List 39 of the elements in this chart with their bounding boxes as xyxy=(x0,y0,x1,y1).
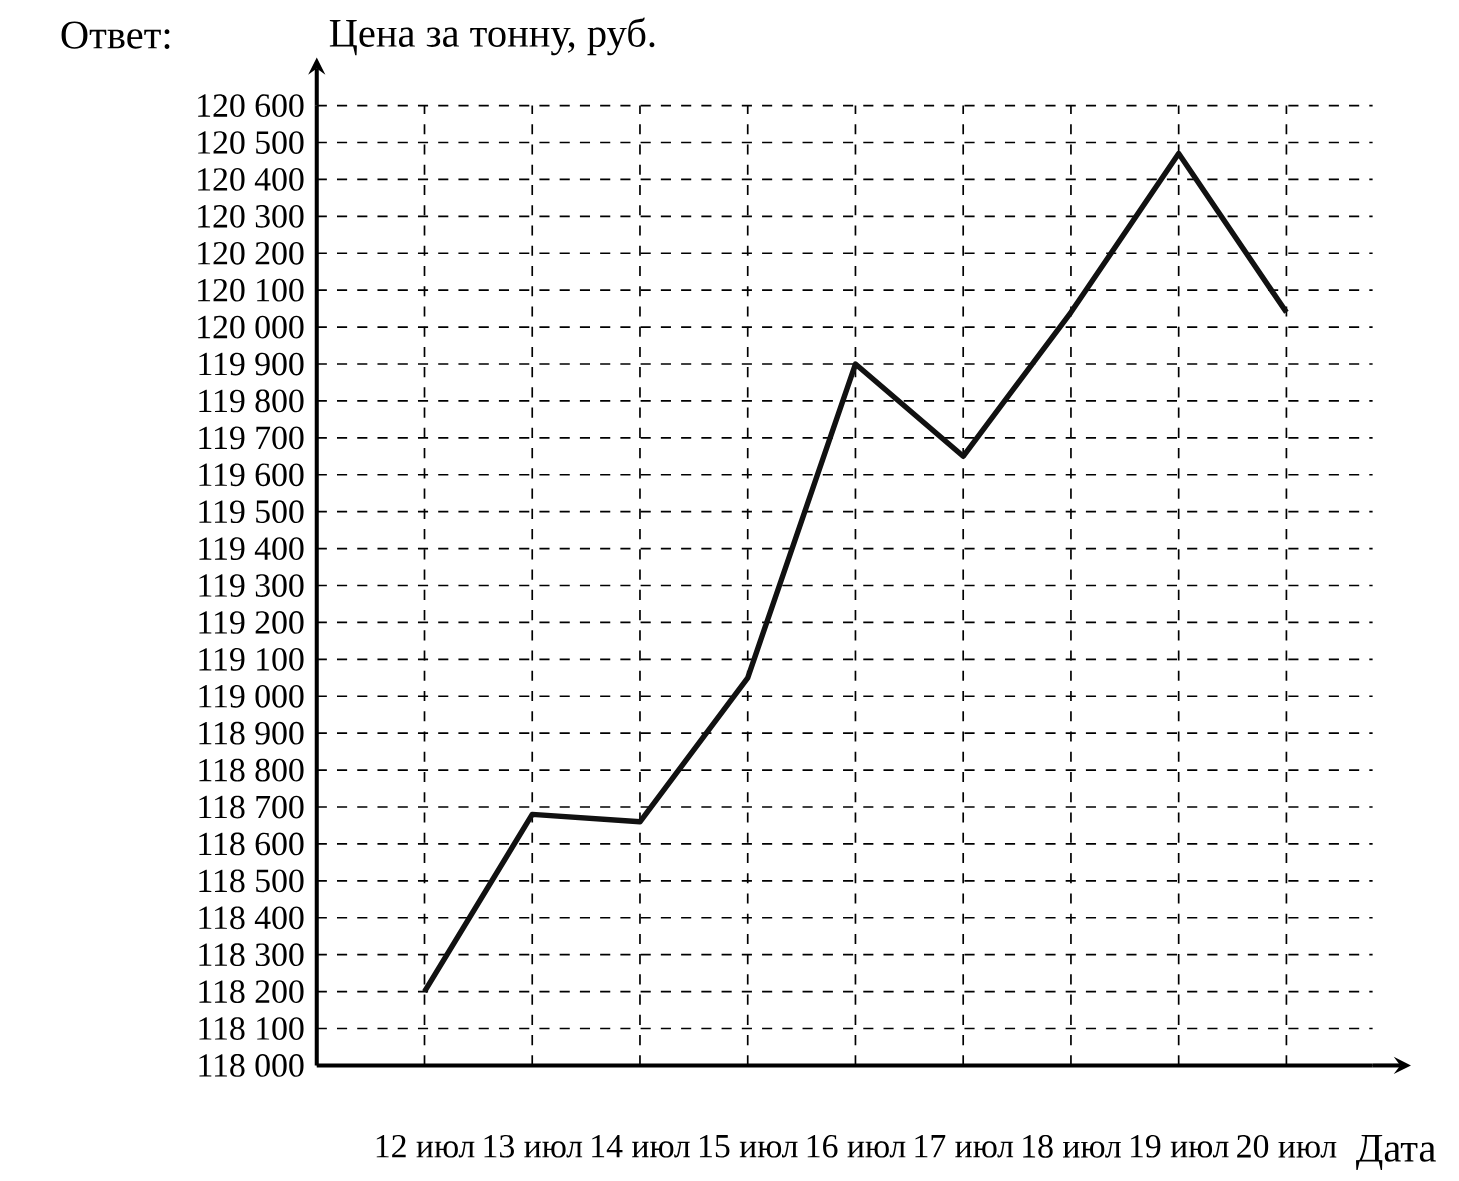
y-tick-label: 120 400 xyxy=(198,167,304,191)
y-tick-label: 118 600 xyxy=(199,832,304,856)
x-tick-label: 20 июл xyxy=(1237,1134,1337,1158)
text: Ответ: xyxy=(61,21,170,49)
y-tick-label: 119 500 xyxy=(199,500,304,523)
x-tick-label: 19 июл xyxy=(1130,1134,1229,1158)
y-tick-label: 118 400 xyxy=(199,906,304,929)
y-tick-label: 120 000 xyxy=(198,315,304,339)
y-tick-label: 120 600 xyxy=(198,94,304,117)
y-tick-label: 120 100 xyxy=(198,278,304,302)
y-tick-label: 120 200 xyxy=(198,241,304,265)
x-tick-label: 17 июл xyxy=(915,1134,1014,1158)
x-tick-label: 18 июл xyxy=(1023,1134,1121,1158)
y-tick-label: 119 900 xyxy=(199,352,304,376)
x-tick-label: 16 июл xyxy=(807,1134,906,1158)
x-tick-label: 13 июл xyxy=(484,1134,583,1158)
x-tick-label: 14 июл xyxy=(592,1134,690,1158)
y-tick-label: 119 200 xyxy=(199,610,304,634)
y-tick-label: 118 300 xyxy=(199,943,304,966)
y-axis-title: Цена за тонну, руб. xyxy=(329,17,655,56)
y-tick-label: 119 000 xyxy=(199,684,304,708)
y-tick-label: 119 400 xyxy=(199,537,304,560)
y-tick-label: 118 100 xyxy=(199,1017,304,1040)
y-tick-label: 118 500 xyxy=(199,869,304,893)
y-tick-label: 120 500 xyxy=(198,130,304,154)
y-tick-label: 119 100 xyxy=(199,647,304,671)
y-tick-label: 119 300 xyxy=(199,573,304,597)
y-tick-label: 119 700 xyxy=(199,426,304,450)
y-tick-label: 118 900 xyxy=(199,721,304,745)
y-tick-label: 118 000 xyxy=(199,1053,304,1077)
y-tick-label: 119 600 xyxy=(199,463,304,486)
x-axis-title: Дата xyxy=(1356,1134,1436,1170)
y-tick-label: 120 300 xyxy=(198,204,304,228)
y-tick-label: 118 700 xyxy=(199,795,304,819)
y-tick-label: 118 800 xyxy=(199,758,304,782)
x-tick-label: 15 июл xyxy=(699,1134,798,1158)
y-tick-label: 118 200 xyxy=(199,980,304,1003)
x-tick-label: 12 июл xyxy=(376,1134,475,1158)
y-tick-label: 119 800 xyxy=(199,389,304,413)
